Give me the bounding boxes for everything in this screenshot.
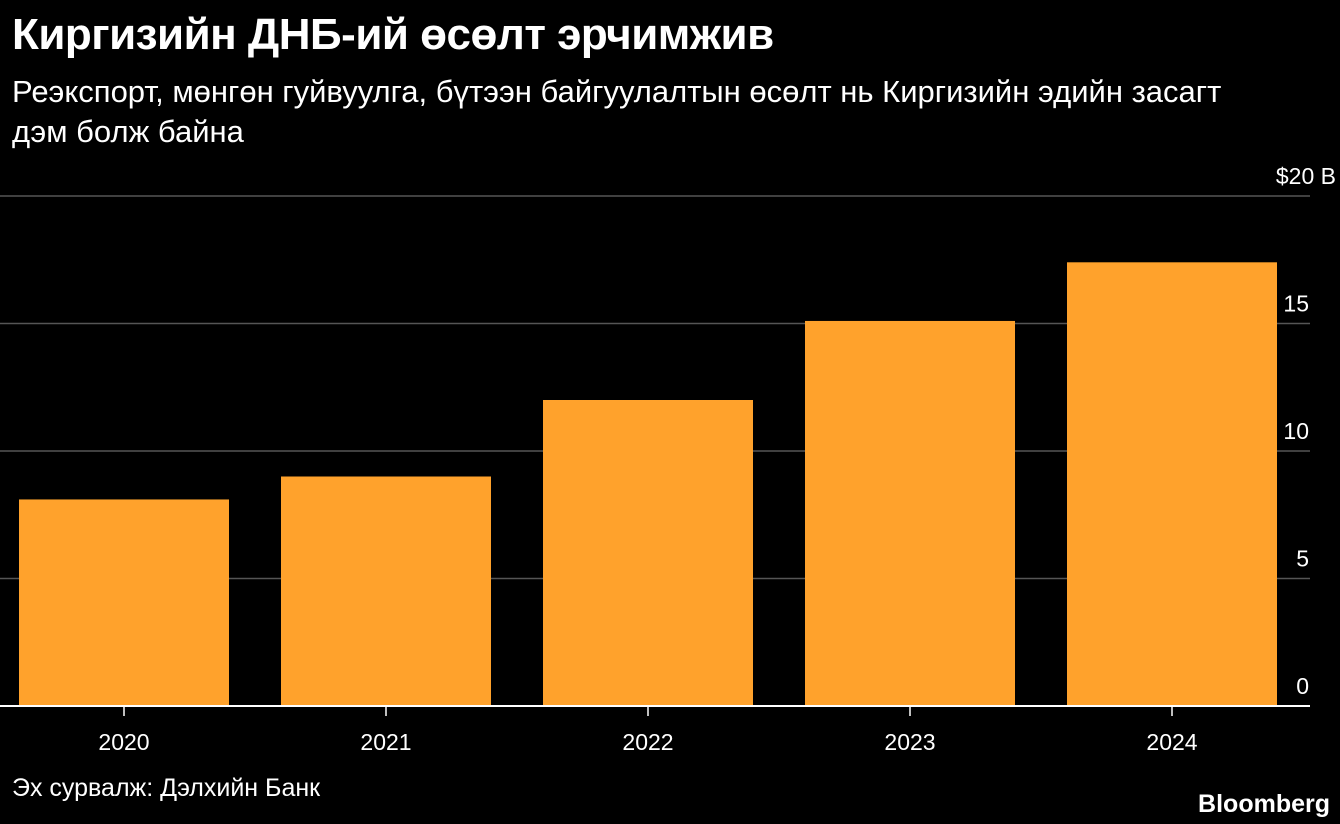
x-tick-label: 2021 [360, 729, 411, 755]
y-tick-label: 0 [1296, 673, 1309, 699]
y-tick-label: 15 [1283, 291, 1309, 317]
x-tick-label: 2022 [622, 729, 673, 755]
y-tick-label: 10 [1283, 418, 1309, 444]
bloomberg-logo: Bloomberg [1198, 790, 1330, 818]
x-tick-label: 2024 [1146, 729, 1197, 755]
x-tick-label: 2023 [884, 729, 935, 755]
y-tick-label: 5 [1296, 546, 1309, 572]
source-note: Эх сурвалж: Дэлхийн Банк [12, 774, 321, 802]
bar [1067, 262, 1277, 706]
x-tick-label: 2020 [98, 729, 149, 755]
bar [543, 400, 753, 706]
bar [19, 499, 229, 706]
y-tick-label: $20 B [1276, 163, 1336, 189]
chart-subtitle: Реэкспорт, мөнгөн гуйвуулга, бүтээн байг… [12, 74, 1222, 149]
bar [805, 320, 1015, 706]
chart-title: Киргизийн ДНБ-ий өсөлт эрчимжив [12, 10, 774, 59]
bar [281, 476, 491, 706]
